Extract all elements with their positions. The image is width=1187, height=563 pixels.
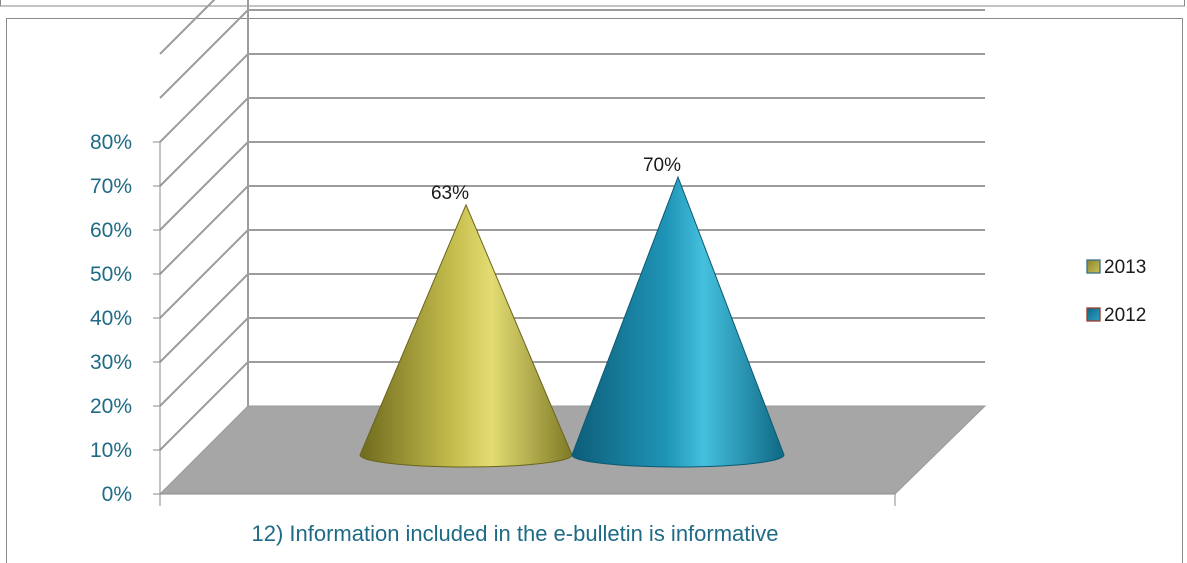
y-tick-label: 20%	[90, 395, 132, 418]
chart-floor	[158, 405, 987, 495]
data-labels: 63% 70%	[431, 155, 681, 204]
gridlines	[159, 0, 985, 451]
y-tick-label: 50%	[90, 263, 132, 286]
cone-2012	[571, 175, 785, 468]
legend-swatch	[1086, 259, 1101, 274]
y-tick-label: 30%	[90, 351, 132, 374]
y-tick-label: 70%	[90, 175, 132, 198]
legend-label: 2012	[1104, 305, 1146, 326]
y-tick-label: 0%	[102, 483, 132, 506]
y-axis: 0% 10% 20% 30% 40% 50% 60% 70% 80%	[90, 131, 896, 506]
data-label-2013: 63%	[431, 183, 469, 204]
legend-label: 2013	[1104, 257, 1146, 278]
series-cones	[359, 175, 785, 468]
y-tick-label: 80%	[90, 131, 132, 154]
plot-frame	[6, 18, 1183, 563]
legend-item-2012: 2012	[1086, 305, 1146, 326]
legend-swatch	[1086, 307, 1101, 322]
cone-2013	[359, 203, 573, 468]
y-tick-label: 40%	[90, 307, 132, 330]
gridline	[159, 0, 216, 55]
legend: 2013 2012	[1086, 257, 1146, 326]
data-label-2012: 70%	[643, 155, 681, 176]
legend-item-2013: 2013	[1086, 257, 1146, 278]
x-axis-title: 12) Information included in the e-bullet…	[251, 521, 778, 546]
y-tick-label: 60%	[90, 219, 132, 242]
y-tick-label: 10%	[90, 439, 132, 462]
top-frame	[0, 0, 1185, 7]
